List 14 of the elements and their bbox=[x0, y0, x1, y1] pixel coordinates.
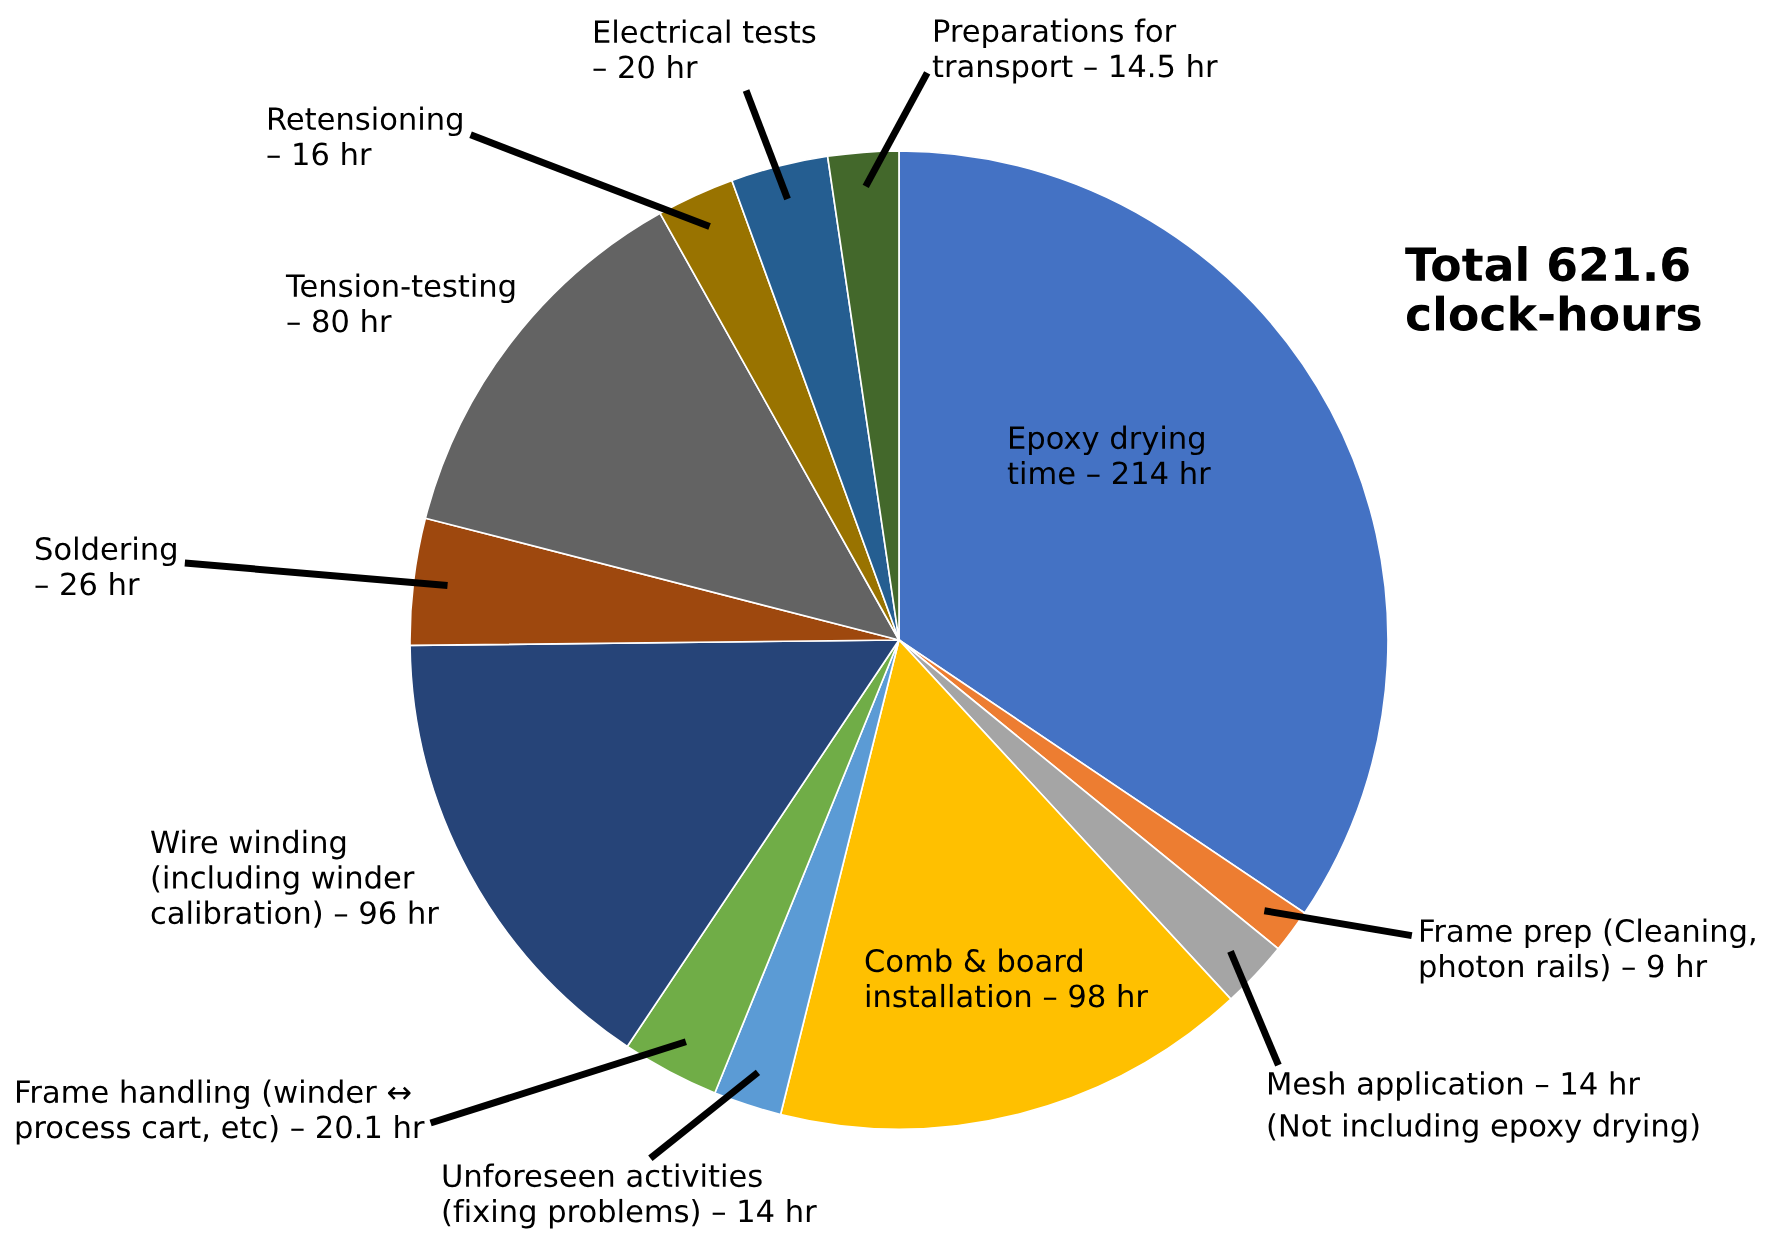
slice-label: Preparations for transport – 14.5 hr bbox=[932, 18, 1218, 84]
slice-label: Mesh application – 14 hr bbox=[1269, 1071, 1640, 1101]
slice-label: Frame prep (Cleaning, photon rails) – 9 hr bbox=[1420, 918, 1755, 984]
slice-label: Electrical tests – 20 hr bbox=[593, 19, 816, 79]
slice-label: Soldering – 26 hr bbox=[35, 536, 176, 596]
text: (Not including epoxy drying) bbox=[1268, 1113, 1699, 1143]
slice-label: Comb & board installation – 98 hr bbox=[865, 948, 1148, 1008]
text: Total 621.6 clock-hours bbox=[1405, 246, 1701, 332]
slice-label: Epoxy drying time – 214 hr bbox=[1007, 425, 1211, 485]
slice-label: Wire winding (including winder calibration) – 96 hr bbox=[151, 829, 439, 928]
slice-label: Retensioning – 16 hr bbox=[267, 106, 462, 166]
slice-label: Unforeseen activities (fixing problems) – 14 hr bbox=[443, 1163, 817, 1229]
slice-label: Tension-testing – 80 hr bbox=[285, 273, 515, 333]
slice-label: Frame handling (winder ↔ process cart, etc) – 20.1 hr bbox=[16, 1079, 425, 1145]
